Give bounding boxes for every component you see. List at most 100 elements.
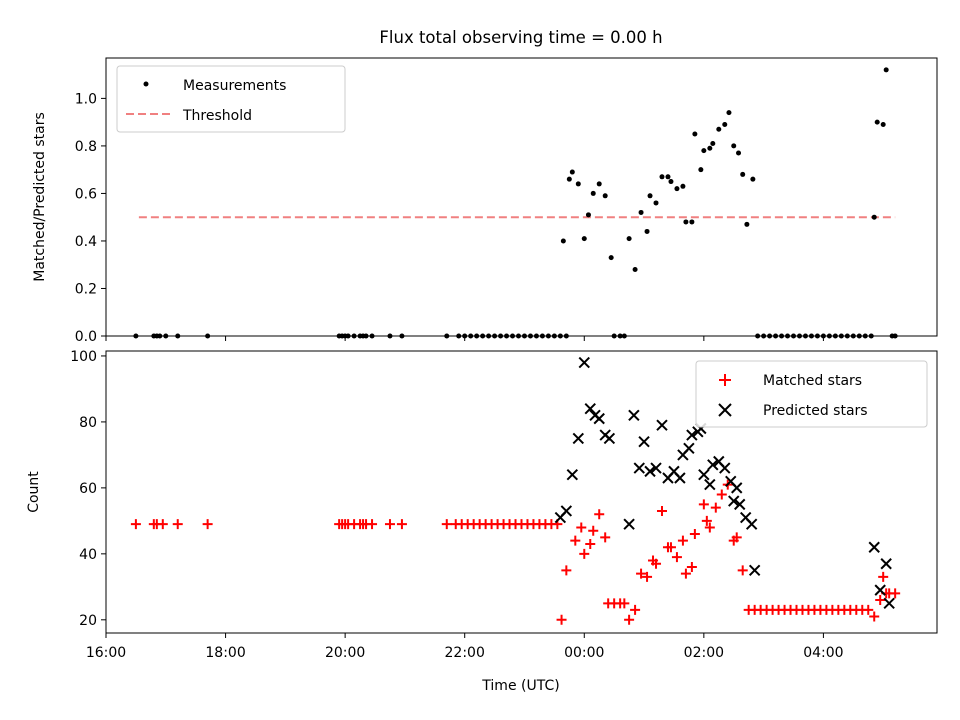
measurement-point (363, 333, 369, 339)
matched-star-point (588, 525, 599, 536)
measurement-point (736, 150, 742, 156)
measurement-point (585, 212, 591, 218)
measurement-point (157, 333, 163, 339)
matched-star-point (665, 542, 676, 553)
bottom-y-tick-label: 100 (70, 349, 97, 365)
predicted-star-point (748, 564, 761, 577)
matched-star-point (642, 571, 653, 582)
top-axes-frame (105, 57, 938, 337)
top-y-tick-label: 0.6 (75, 186, 97, 202)
measurement-point (581, 236, 587, 242)
measurement-point (750, 176, 756, 182)
predicted-star-point (868, 541, 880, 553)
predicted-star-point (656, 419, 668, 431)
matched-star-point (556, 614, 567, 625)
predicted-star-point (880, 558, 892, 570)
top-y-tick-label: 0.4 (75, 234, 97, 250)
measurement-point (820, 333, 826, 339)
matched-star-point (585, 538, 596, 549)
matched-star-point (594, 509, 605, 520)
predicted-star-point (593, 412, 605, 425)
matched-star-point (737, 565, 748, 576)
bottom-x-tick-label: 20:00 (325, 645, 365, 661)
measurement-point (468, 333, 474, 339)
predicted-star-point (584, 403, 596, 415)
matched-star-point (561, 565, 572, 576)
matched-star-point (875, 595, 886, 606)
predicted-star-point (650, 462, 662, 474)
bottom-y-tick-label: 40 (79, 547, 97, 563)
measurement-point (575, 181, 581, 187)
matched-star-point (202, 519, 213, 530)
measurement-point (644, 228, 650, 234)
measurement-point (692, 131, 698, 137)
predicted-star-point (719, 462, 731, 474)
bottom-x-tick-label: 18:00 (205, 645, 245, 661)
matched-star-point (686, 562, 697, 573)
measurement-point (647, 193, 653, 199)
measurement-point (683, 219, 689, 225)
predicted-star-point (883, 597, 895, 610)
measurement-point (590, 190, 596, 196)
measurement-point (740, 171, 746, 177)
bottom-x-ticks: 16:00 18:00 20:00 22:00 00:00 02:00 04:00 (86, 633, 844, 661)
measurement-point (773, 333, 779, 339)
measurement-point (617, 333, 623, 339)
predicted-star-point (674, 472, 686, 484)
top-y-ticks: 0.0 0.2 0.4 0.6 0.8 1.0 (75, 91, 106, 345)
measurement-point (826, 333, 832, 339)
bottom-legend: Matched stars Predicted stars (695, 360, 928, 428)
matched-star-point (701, 515, 712, 526)
measurement-point (701, 148, 707, 154)
matched-star-point (689, 529, 700, 540)
legend-measurements-marker (143, 81, 149, 87)
measurement-point (369, 333, 375, 339)
legend-matched-marker (719, 374, 731, 386)
predicted-star-point (731, 482, 743, 494)
measurement-point (569, 169, 575, 175)
measurement-point (632, 266, 638, 272)
bottom-y-axis-label: Count (26, 471, 42, 513)
matched-star-point (576, 522, 587, 533)
measurement-point (814, 333, 820, 339)
matched-star-point (624, 614, 635, 625)
measurement-point (722, 122, 728, 128)
predicted-stars-points (554, 356, 895, 610)
predicted-star-point (707, 459, 719, 471)
measurement-point (680, 183, 686, 189)
measurement-point (563, 333, 569, 339)
measurement-point (767, 333, 773, 339)
measurement-point (399, 333, 405, 339)
measurement-point (755, 333, 761, 339)
measurement-point (832, 333, 838, 339)
measurement-point (474, 333, 480, 339)
legend-predicted-label: Predicted stars (763, 403, 868, 419)
bottom-axes-frame (105, 350, 938, 634)
figure-title: Flux total observing time = 0.00 h (379, 28, 662, 47)
predicted-star-point (874, 584, 886, 596)
measurement-point (716, 126, 722, 132)
measurement-point (665, 174, 671, 180)
predicted-star-point (644, 465, 656, 478)
measurement-point (551, 333, 557, 339)
measurement-point (480, 333, 486, 339)
measurement-point (133, 333, 139, 339)
bottom-x-tick-label: 16:00 (86, 645, 126, 661)
measurement-point (871, 214, 877, 220)
measurement-point (744, 221, 750, 227)
predicted-star-point (704, 478, 716, 491)
matched-star-point (677, 535, 688, 546)
measurement-point (510, 333, 516, 339)
measurement-point (689, 219, 695, 225)
matched-star-point (579, 548, 590, 559)
measurement-point (351, 333, 357, 339)
measurement-point (163, 333, 169, 339)
measurement-point (486, 333, 492, 339)
matched-star-point (878, 571, 889, 582)
measurement-point (856, 333, 862, 339)
legend-matched-label: Matched stars (763, 373, 862, 389)
measurement-point (621, 333, 627, 339)
legend-measurements-label: Measurements (183, 78, 286, 94)
measurement-point (668, 179, 674, 185)
